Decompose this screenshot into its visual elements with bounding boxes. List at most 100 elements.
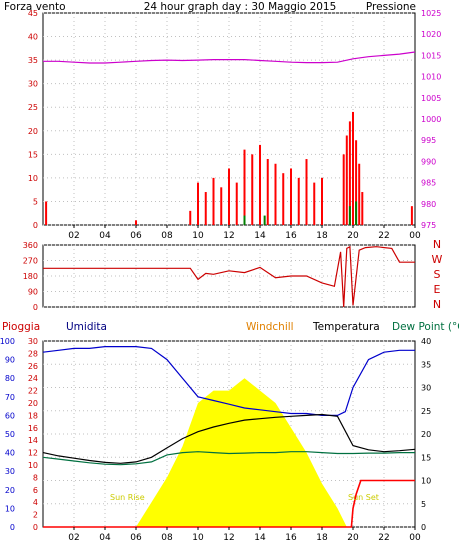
temperature-line <box>42 413 416 464</box>
dewpoint-line <box>42 451 415 466</box>
top-left-axis: 0 5 10 15 20 25 30 35 40 45 <box>28 9 38 230</box>
pressure-label: Pressione <box>366 1 416 13</box>
x-tick-label: 06 <box>130 533 142 543</box>
x-tick-label: 20 <box>347 533 359 543</box>
pressure-axis-label: 1000 <box>421 115 441 124</box>
pressure-axis-label: 1020 <box>421 30 441 39</box>
rain-axis-label: 4 <box>33 498 38 507</box>
x-tick-label: 22 <box>378 533 389 543</box>
humidity-axis-label: 0 <box>10 523 15 532</box>
x-tick-label: 02 <box>68 533 79 543</box>
x-tick-label: 22 <box>378 231 389 241</box>
compass-label: W <box>432 253 443 266</box>
humidity-axis-label: 30 <box>5 467 15 476</box>
x-tick-label: 18 <box>316 231 328 241</box>
rain-line <box>43 479 415 528</box>
temperature-axis-label: 15 <box>421 453 431 462</box>
chart-title: 24 hour graph day : 30 Maggio 2015 <box>144 1 337 13</box>
wind-axis-label: 45 <box>28 9 38 18</box>
x-tick-label: 00 <box>409 533 421 543</box>
humidity-axis-label: 70 <box>5 393 15 402</box>
x-tick-label: 04 <box>99 231 111 241</box>
temperature-axis: 0 5 10 15 20 25 30 35 40 <box>421 337 431 532</box>
sunset-annotation: Sun Set <box>348 493 379 502</box>
humidity-axis: 0 10 20 30 40 50 60 70 80 90 100 <box>0 337 15 532</box>
rain-axis-label: 20 <box>28 399 38 408</box>
rain-axis-label: 6 <box>33 486 38 495</box>
direction-axis-label: 90 <box>28 288 38 297</box>
humidity-axis-label: 100 <box>0 337 15 346</box>
rain-axis-label: 16 <box>28 424 38 433</box>
wind-speed-bars <box>45 111 413 225</box>
humidity-axis-label: 10 <box>5 504 15 513</box>
x-tick-label: 10 <box>192 533 204 543</box>
rain-axis-label: 8 <box>33 473 38 482</box>
direction-axis-label: 270 <box>23 257 38 266</box>
direction-axis-label: 180 <box>23 272 38 281</box>
pressure-axis-label: 995 <box>421 136 436 145</box>
temperature-axis-label: 10 <box>421 477 431 486</box>
temperature-axis-label: 25 <box>421 407 431 416</box>
rain-axis-label: 30 <box>28 337 38 346</box>
dewpoint-label: Dew Point (°C <box>392 321 459 333</box>
humidity-axis-label: 20 <box>5 486 15 495</box>
x-tick-label: 02 <box>68 231 79 241</box>
temperature-axis-label: 0 <box>421 523 426 532</box>
x-tick-label: 10 <box>192 231 204 241</box>
top-right-axis: 975 980 985 990 995 1000 1005 1010 1015 1020 1025 <box>421 9 441 230</box>
temperature-axis-label: 40 <box>421 337 431 346</box>
humidity-axis-label: 40 <box>5 449 15 458</box>
rain-axis-label: 2 <box>33 511 38 520</box>
temperature-axis-label: 30 <box>421 384 431 393</box>
x-tick-label: 04 <box>99 533 111 543</box>
rain-axis-label: 12 <box>28 449 38 458</box>
pressure-axis-label: 1015 <box>421 51 441 60</box>
wind-axis-label: 30 <box>28 80 38 89</box>
temperature-axis-label: 20 <box>421 430 431 439</box>
x-tick-label: 08 <box>161 231 173 241</box>
wind-speed-label: Forza vento <box>4 1 66 13</box>
wind-axis-label: 0 <box>33 221 38 230</box>
humidity-label: Umidita <box>66 321 107 333</box>
pressure-axis-label: 1010 <box>421 73 441 82</box>
compass-label: S <box>434 268 441 281</box>
humidity-axis-label: 90 <box>5 356 15 365</box>
pressure-axis-label: 1025 <box>421 9 441 18</box>
x-tick-label: 20 <box>347 231 359 241</box>
wind-axis-label: 15 <box>28 150 38 159</box>
direction-axis-label: 0 <box>33 303 38 312</box>
direction-axis-label: 360 <box>23 241 38 250</box>
rain-axis-label: 26 <box>28 362 38 371</box>
pressure-axis-label: 980 <box>421 200 436 209</box>
wind-axis-label: 40 <box>28 33 38 42</box>
wind-axis-label: 10 <box>28 174 38 183</box>
x-tick-label: 14 <box>254 533 266 543</box>
temperature-axis-label: 5 <box>421 500 426 509</box>
compass-label: E <box>434 283 441 296</box>
humidity-line <box>42 346 415 416</box>
rain-axis-label: 18 <box>28 411 38 420</box>
direction-left-axis: 0 90 180 270 360 <box>23 241 38 312</box>
compass-label: N <box>433 238 441 251</box>
top-x-axis: 02 04 06 08 10 12 14 16 18 20 22 00 <box>68 225 421 241</box>
wind-axis-label: 20 <box>28 127 38 136</box>
rain-axis-label: 28 <box>28 349 38 358</box>
rain-axis-label: 0 <box>33 523 38 532</box>
pressure-axis-label: 985 <box>421 179 436 188</box>
rain-axis-label: 14 <box>28 436 38 445</box>
humidity-axis-label: 50 <box>5 430 15 439</box>
wind-axis-label: 5 <box>33 197 38 206</box>
x-tick-label: 16 <box>285 533 297 543</box>
x-tick-label: 12 <box>223 231 234 241</box>
rain-axis-label: 22 <box>28 387 38 396</box>
x-tick-label: 08 <box>161 533 173 543</box>
x-tick-label: 18 <box>316 533 328 543</box>
x-tick-label: 06 <box>130 231 142 241</box>
gust-markers <box>243 201 358 225</box>
temperature-label: Temperatura <box>312 321 380 333</box>
humidity-axis-label: 60 <box>5 411 15 420</box>
